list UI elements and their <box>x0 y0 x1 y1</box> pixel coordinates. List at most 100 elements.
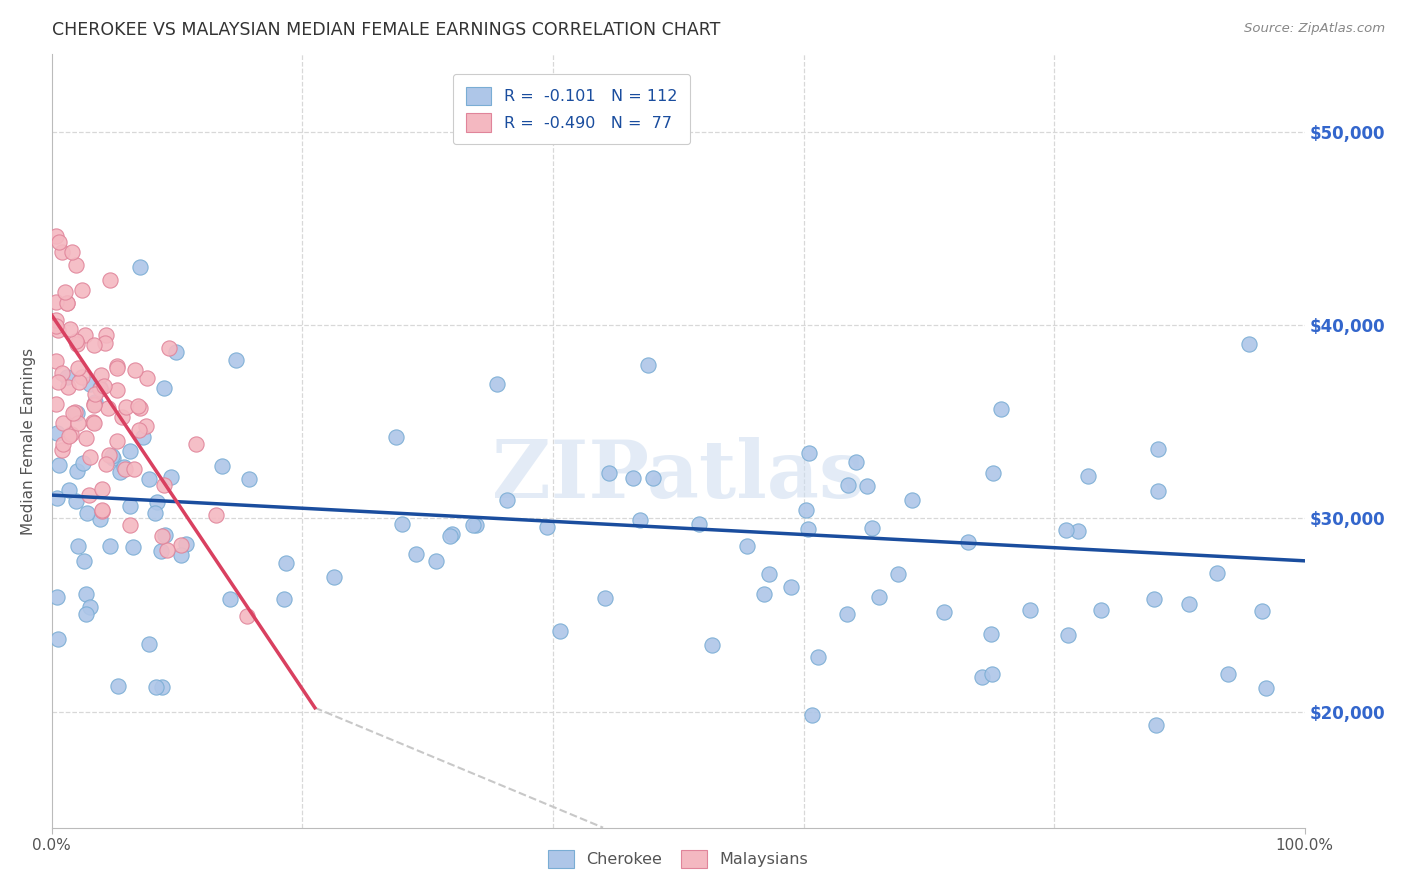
Point <box>98 539 121 553</box>
Point <box>1178 597 1201 611</box>
Point <box>59 322 82 336</box>
Point <box>165 345 187 359</box>
Point <box>45 312 67 326</box>
Point <box>124 461 146 475</box>
Point <box>48 458 70 472</box>
Point <box>124 363 146 377</box>
Point <box>1144 718 1167 732</box>
Point <box>1237 336 1260 351</box>
Point <box>93 379 115 393</box>
Point <box>1054 523 1077 537</box>
Point <box>637 359 659 373</box>
Point <box>1146 484 1168 499</box>
Point <box>51 366 73 380</box>
Point <box>1256 681 1278 695</box>
Point <box>107 679 129 693</box>
Point <box>496 493 519 508</box>
Point <box>45 354 67 368</box>
Point <box>66 361 89 376</box>
Point <box>170 538 193 552</box>
Point <box>153 478 176 492</box>
Point <box>150 529 173 543</box>
Point <box>128 423 150 437</box>
Point <box>45 396 67 410</box>
Point <box>105 359 128 373</box>
Point <box>101 450 124 465</box>
Text: ZIPatlas: ZIPatlas <box>492 437 865 515</box>
Point <box>146 494 169 508</box>
Point <box>160 469 183 483</box>
Point <box>66 539 89 553</box>
Point <box>860 521 883 535</box>
Point <box>53 285 76 299</box>
Point <box>391 517 413 532</box>
Point <box>97 401 120 416</box>
Point <box>856 479 879 493</box>
Point <box>60 244 83 259</box>
Point <box>143 506 166 520</box>
Point <box>83 416 105 430</box>
Point <box>465 517 488 532</box>
Point <box>145 680 167 694</box>
Point <box>66 406 89 420</box>
Point <box>595 591 617 605</box>
Point <box>105 383 128 397</box>
Point <box>887 567 910 582</box>
Point <box>981 466 1004 480</box>
Point <box>105 360 128 375</box>
Point <box>980 627 1002 641</box>
Point <box>1251 604 1274 618</box>
Point <box>65 334 87 349</box>
Point <box>548 624 571 638</box>
Point <box>170 548 193 562</box>
Point <box>45 425 67 440</box>
Point <box>794 502 817 516</box>
Point <box>114 462 136 476</box>
Point <box>758 566 780 581</box>
Point <box>101 449 124 463</box>
Point <box>96 328 118 343</box>
Point <box>111 410 134 425</box>
Point <box>127 399 149 413</box>
Point <box>735 539 758 553</box>
Point <box>236 608 259 623</box>
Point <box>89 382 111 396</box>
Point <box>121 540 143 554</box>
Point <box>105 434 128 449</box>
Point <box>439 528 461 542</box>
Point <box>1216 666 1239 681</box>
Point <box>79 376 101 391</box>
Point <box>89 381 111 395</box>
Point <box>75 587 97 601</box>
Point <box>536 520 558 534</box>
Point <box>132 430 155 444</box>
Point <box>66 337 89 351</box>
Point <box>72 456 94 470</box>
Point <box>52 436 75 450</box>
Point <box>153 528 176 542</box>
Point <box>1057 628 1080 642</box>
Point <box>72 283 94 297</box>
Point <box>56 370 79 384</box>
Point <box>461 518 484 533</box>
Point <box>797 446 820 460</box>
Point <box>90 368 112 382</box>
Point <box>797 522 820 536</box>
Point <box>322 570 344 584</box>
Point <box>91 504 114 518</box>
Text: Source: ZipAtlas.com: Source: ZipAtlas.com <box>1244 22 1385 36</box>
Point <box>56 295 79 310</box>
Point <box>67 416 90 430</box>
Point <box>932 605 955 619</box>
Point <box>1077 469 1099 483</box>
Point <box>98 273 121 287</box>
Point <box>780 580 803 594</box>
Point <box>112 460 135 475</box>
Point <box>135 418 157 433</box>
Point <box>77 488 100 502</box>
Point <box>641 470 664 484</box>
Point <box>211 458 233 473</box>
Point <box>845 454 868 468</box>
Point <box>129 401 152 415</box>
Point <box>1090 603 1112 617</box>
